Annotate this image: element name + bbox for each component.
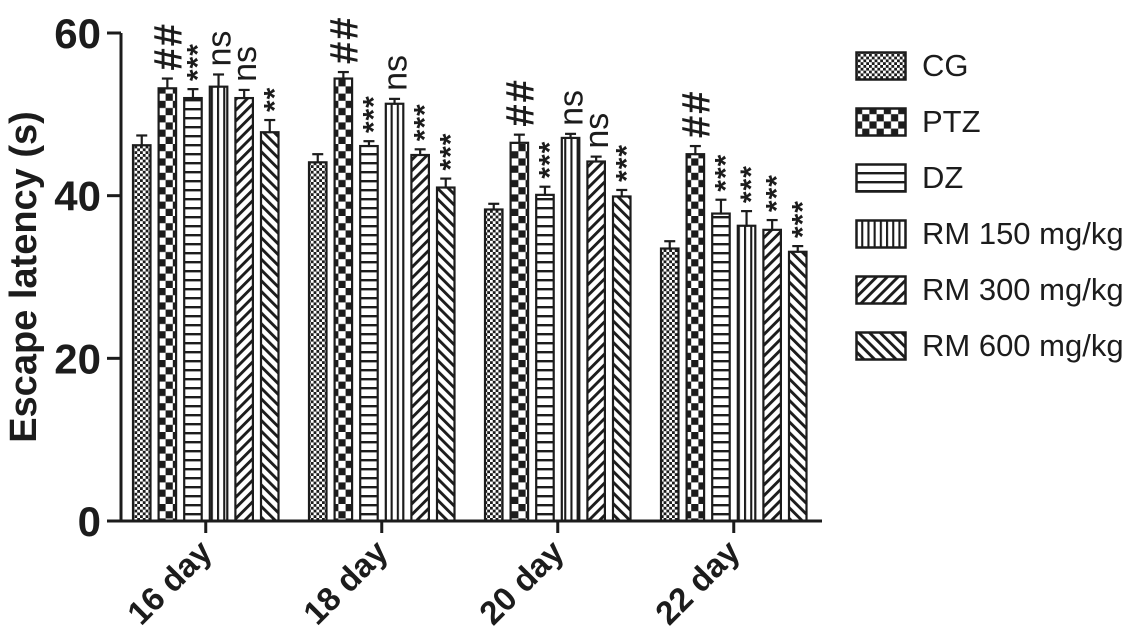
bar-rm-300-mg-kg-16-day — [234, 96, 254, 523]
x-tick-label-20-day: 20 day — [472, 532, 571, 631]
x-tick-label-22-day: 22 day — [648, 532, 747, 631]
legend: CG PTZ DZ RM 150 mg/kg RM 300 mg/kg — [855, 48, 1124, 363]
legend-swatch-dz-icon — [855, 163, 907, 193]
legend-item-dz: DZ — [855, 160, 1124, 195]
bar-rm-300-mg-kg-20-day — [586, 160, 607, 523]
bar-cg-22-day — [659, 247, 680, 523]
significance-rm-150-mg-kg-20-day: ns — [553, 90, 591, 126]
legend-label-rm-600: RM 600 mg/kg — [922, 328, 1124, 363]
legend-swatch-rm-300-icon — [855, 275, 907, 305]
bar-dz-18-day — [359, 144, 379, 523]
significance-ptz-18-day: ## — [322, 16, 366, 65]
bar-rm-600-mg-kg-20-day — [611, 195, 632, 523]
bar-rm-600-mg-kg-16-day — [259, 131, 280, 523]
legend-swatch-cg-icon — [855, 51, 907, 81]
significance-ptz-16-day: ## — [146, 22, 190, 71]
bar-cg-16-day — [131, 144, 152, 523]
significance-rm-150-mg-kg-22-day: *** — [735, 165, 768, 203]
x-tick-label-16-day: 16 day — [120, 532, 219, 631]
y-tick-label-0: 0 — [78, 498, 101, 545]
significance-dz-22-day: *** — [709, 154, 742, 192]
significance-rm-150-mg-kg-18-day: ns — [377, 55, 415, 91]
legend-swatch-rm-600-icon — [855, 331, 907, 361]
bar-rm-150-mg-kg-18-day — [384, 102, 405, 523]
y-tick-label-60: 60 — [54, 10, 101, 57]
significance-rm-600-mg-kg-18-day: *** — [434, 133, 467, 171]
significance-rm-600-mg-kg-16-day: ** — [258, 87, 291, 112]
legend-label-dz: DZ — [922, 160, 964, 195]
y-tick-label-20: 20 — [54, 335, 101, 382]
y-tick-label-40: 40 — [54, 173, 101, 220]
significance-dz-16-day: *** — [181, 43, 214, 81]
x-tick-label-18-day: 18 day — [296, 532, 395, 631]
bar-rm-150-mg-kg-20-day — [560, 136, 581, 523]
significance-rm-150-mg-kg-16-day: ns — [201, 31, 239, 67]
bar-rm-600-mg-kg-18-day — [435, 186, 456, 523]
bar-cg-20-day — [483, 208, 504, 523]
bar-rm-600-mg-kg-22-day — [787, 250, 808, 523]
significance-rm-300-mg-kg-20-day: ns — [578, 113, 616, 149]
significance-rm-300-mg-kg-22-day: *** — [761, 174, 794, 212]
bar-rm-300-mg-kg-18-day — [410, 153, 430, 523]
bar-dz-20-day — [535, 193, 555, 523]
bar-rm-150-mg-kg-16-day — [208, 85, 229, 523]
significance-ptz-20-day: ## — [498, 78, 542, 127]
legend-swatch-rm-150-icon — [855, 219, 907, 249]
legend-label-rm-150: RM 150 mg/kg — [922, 216, 1124, 251]
legend-swatch-ptz-icon — [855, 107, 907, 137]
bar-ptz-16-day — [157, 87, 178, 523]
bar-rm-150-mg-kg-22-day — [736, 224, 757, 523]
bar-ptz-20-day — [509, 141, 530, 523]
bar-ptz-18-day — [333, 77, 354, 523]
significance-ptz-22-day: ## — [674, 90, 718, 139]
legend-item-cg: CG — [855, 48, 1124, 83]
significance-rm-600-mg-kg-20-day: *** — [610, 144, 643, 182]
significance-rm-300-mg-kg-16-day: ns — [226, 46, 264, 82]
significance-rm-600-mg-kg-22-day: *** — [786, 200, 819, 238]
legend-item-ptz: PTZ — [855, 104, 1124, 139]
bar-cg-18-day — [307, 161, 328, 523]
legend-label-rm-300: RM 300 mg/kg — [922, 272, 1124, 307]
legend-item-rm-300: RM 300 mg/kg — [855, 272, 1124, 307]
legend-item-rm-150: RM 150 mg/kg — [855, 216, 1124, 251]
bar-dz-22-day — [711, 212, 731, 523]
legend-label-cg: CG — [922, 48, 969, 83]
bar-ptz-22-day — [685, 153, 706, 523]
significance-rm-300-mg-kg-18-day: *** — [409, 103, 442, 141]
bar-dz-16-day — [183, 96, 203, 523]
bar-rm-300-mg-kg-22-day — [762, 228, 783, 523]
legend-item-rm-600: RM 600 mg/kg — [855, 328, 1124, 363]
legend-label-ptz: PTZ — [922, 104, 981, 139]
y-axis-title: Escape latency (s) — [3, 111, 45, 443]
